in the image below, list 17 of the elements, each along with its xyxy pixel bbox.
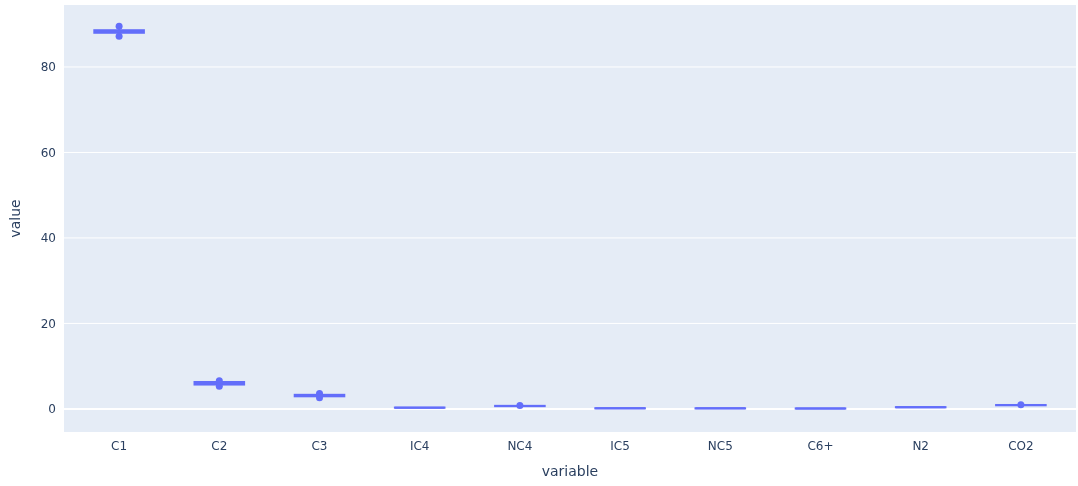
y-tick-label: 20 <box>40 316 56 331</box>
x-tick-label: IC4 <box>409 439 430 453</box>
x-tick-label: C2 <box>211 439 228 453</box>
y-tick-label: 80 <box>40 60 56 75</box>
y-tick-label: 60 <box>40 145 56 160</box>
x-tick-label: NC5 <box>707 439 733 453</box>
x-axis-title: variable <box>541 463 599 479</box>
x-tick-label: NC4 <box>507 439 533 453</box>
x-tick-label: C1 <box>111 439 128 453</box>
x-tick-label: IC5 <box>610 439 630 453</box>
x-tick-label: CO2 <box>1008 439 1034 453</box>
x-tick-label: C3 <box>311 439 328 453</box>
x-tick-label: N2 <box>912 439 930 453</box>
y-tick-label: 40 <box>40 231 56 246</box>
x-tick-label: C6+ <box>807 439 834 453</box>
y-axis-title: value <box>7 199 23 238</box>
y-tick-label: 0 <box>48 402 56 417</box>
